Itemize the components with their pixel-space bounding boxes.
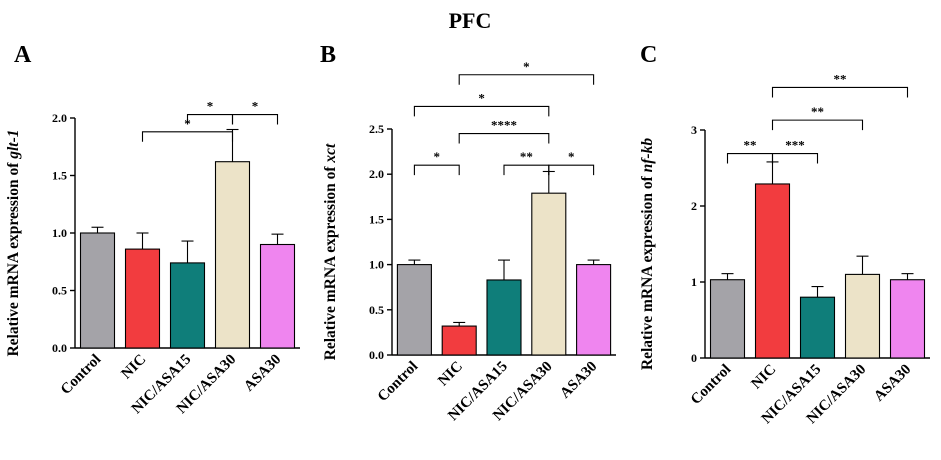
panel-letter: A — [14, 42, 32, 68]
bar-nic-asa30 — [214, 161, 251, 349]
panel-a: A 0.0 0.5 1.0 1.5 2.0 Relative mRNA expression… — [5, 42, 300, 417]
y-axis-label-text: Relative mRNA expression of — [5, 159, 22, 357]
significance-label: ** — [834, 71, 847, 86]
significance-bracket — [503, 164, 550, 176]
significance-bracket — [771, 119, 864, 131]
y-tick-label: 2 — [691, 199, 697, 213]
significance-bracket — [771, 153, 819, 164]
figure-title: PFC — [449, 8, 492, 33]
y-axis-label: Relative mRNA expression of xct — [322, 143, 339, 360]
significance-bracket — [726, 153, 774, 164]
y-tick-label: 2.0 — [52, 111, 67, 125]
y-tick-label: 1.0 — [369, 258, 384, 272]
x-tick-label: NIC — [749, 362, 780, 393]
significance-label: ** — [520, 149, 533, 164]
significance-bracket — [458, 132, 550, 144]
bar-asa30 — [259, 243, 296, 349]
significance-label: * — [568, 149, 575, 164]
panel-letter: B — [320, 42, 336, 68]
significance-bracket — [458, 74, 595, 85]
y-tick-label: 1.5 — [52, 169, 67, 183]
significance-bracket — [548, 164, 595, 176]
bar-control — [79, 232, 116, 349]
y-tick-label: 3 — [691, 123, 697, 137]
bar-nic — [124, 248, 161, 349]
x-tick-label: ASA30 — [871, 362, 914, 405]
y-axis-label-text: Relative mRNA expression of — [322, 163, 339, 361]
bar-nic-asa30 — [844, 273, 881, 359]
y-axis-label-gene: glt-1 — [5, 129, 22, 159]
bar-nic-asa15 — [169, 262, 206, 349]
bar-asa30 — [889, 279, 926, 359]
y-tick-label: 1.5 — [369, 212, 384, 226]
bar-control — [709, 279, 746, 359]
y-axis-label: Relative mRNA expression of nf-kb — [639, 138, 656, 370]
y-tick-label: 0.5 — [52, 284, 67, 298]
y-tick-label: 0.0 — [369, 348, 384, 362]
x-tick-label: ASA30 — [557, 359, 600, 402]
significance-label: * — [434, 149, 441, 164]
significance-bracket — [141, 131, 234, 142]
significance-bracket — [413, 105, 550, 117]
y-axis-label-gene: nf-kb — [639, 138, 656, 173]
bar-nic — [754, 183, 791, 359]
significance-bracket — [771, 86, 909, 98]
significance-label: *** — [785, 138, 805, 153]
bar-control — [396, 264, 432, 356]
significance-label: ** — [811, 104, 824, 119]
bar-nic-asa15 — [486, 279, 522, 356]
x-tick-label: NIC — [119, 352, 150, 383]
bar-nic-asa15 — [799, 296, 836, 359]
y-tick-label: 0.0 — [52, 341, 67, 355]
x-tick-label: Control — [688, 362, 734, 408]
significance-label: **** — [491, 118, 517, 133]
significance-bracket — [231, 114, 279, 125]
significance-bracket — [186, 114, 234, 125]
panel-c: C 0 1 2 3 Relative mRNA expression of nf-kb Co… — [639, 42, 930, 427]
y-tick-label: 2.0 — [369, 167, 384, 181]
significance-bracket — [413, 164, 460, 176]
significance-label: * — [252, 99, 259, 114]
x-tick-label: Control — [58, 352, 104, 398]
y-tick-label: 0.5 — [369, 303, 384, 317]
y-tick-label: 1.0 — [52, 226, 67, 240]
significance-label: * — [207, 99, 214, 114]
x-tick-label: NIC — [435, 359, 466, 390]
bar-nic — [441, 325, 477, 356]
significance-label: * — [478, 90, 485, 105]
significance-label: ** — [744, 138, 757, 153]
y-tick-label: 0 — [691, 351, 697, 365]
y-axis-label: Relative mRNA expression of glt-1 — [5, 129, 22, 356]
significance-label: * — [523, 59, 530, 74]
y-axis-label-gene: xct — [322, 143, 339, 164]
bar-asa30 — [576, 264, 612, 356]
x-tick-label: ASA30 — [241, 352, 284, 395]
y-axis-label-text: Relative mRNA expression of — [639, 172, 656, 370]
y-tick-label: 2.5 — [369, 122, 384, 136]
x-tick-label: Control — [375, 359, 421, 405]
panel-b: B 0.0 0.5 1.0 1.5 2.0 2.5 Relative mRNA express… — [320, 42, 616, 424]
y-tick-label: 1 — [691, 275, 697, 289]
panel-letter: C — [640, 42, 657, 68]
bar-nic-asa30 — [531, 192, 567, 356]
